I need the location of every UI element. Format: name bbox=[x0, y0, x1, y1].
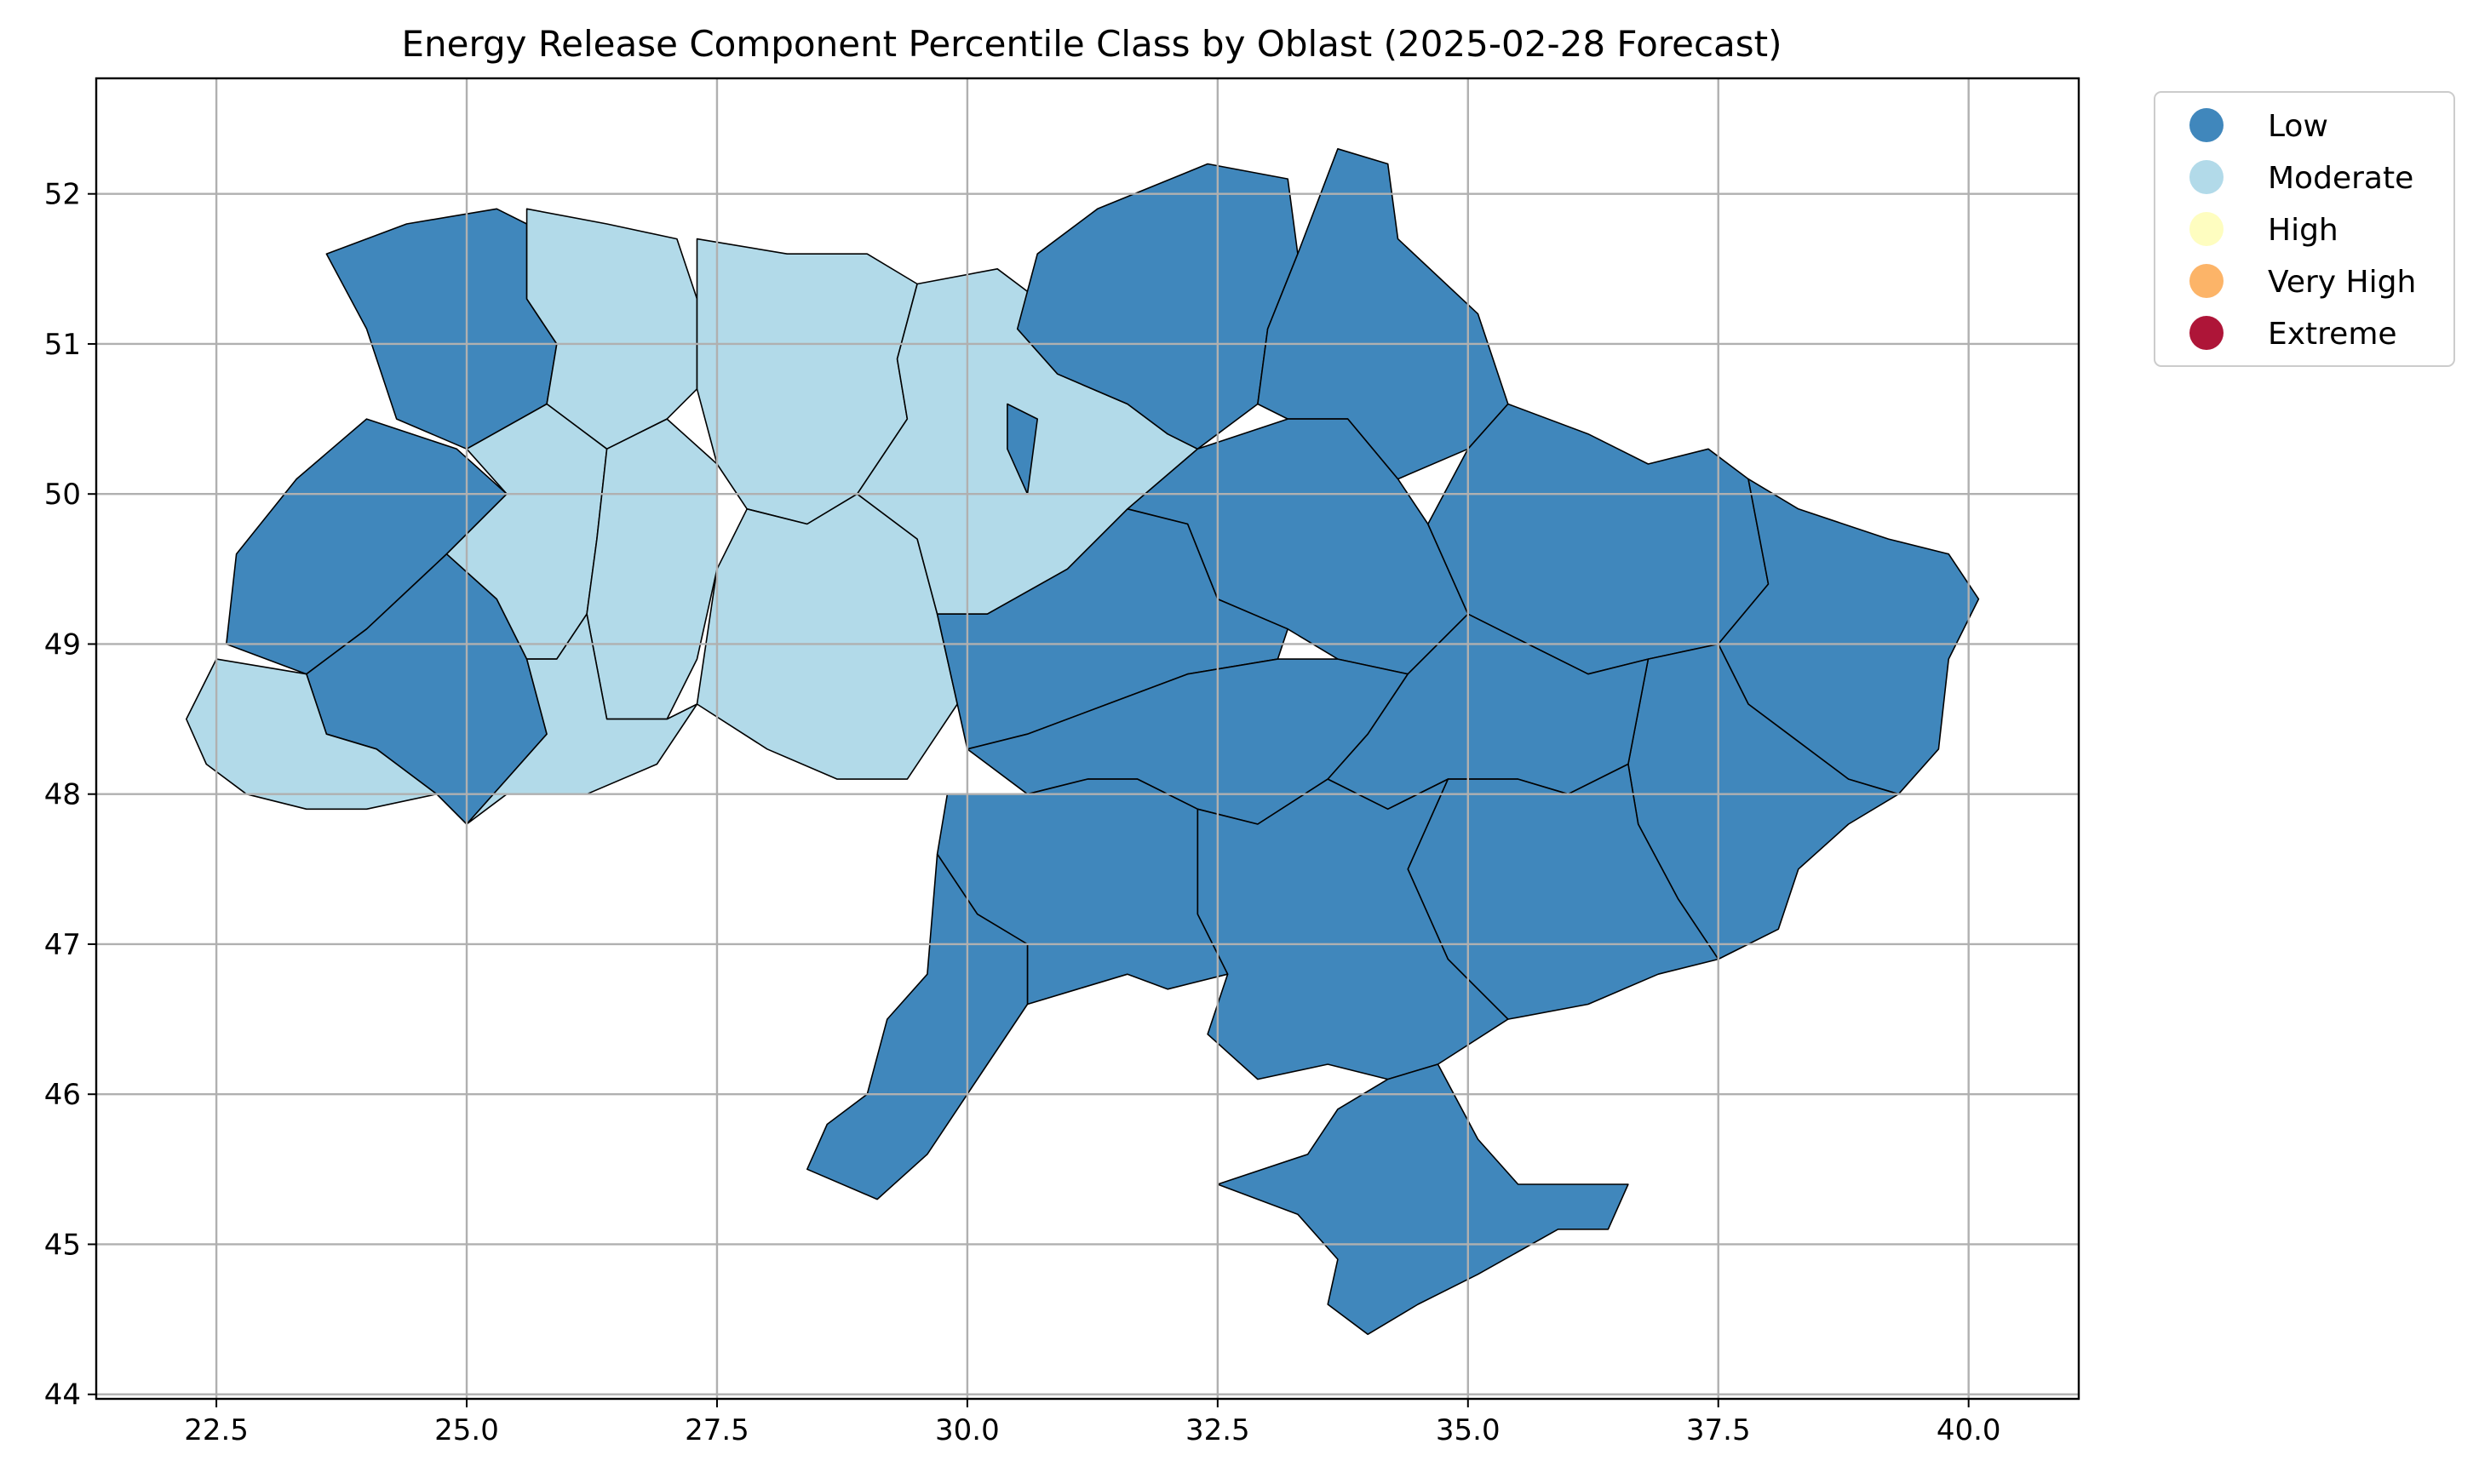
legend-label: Extreme bbox=[2268, 317, 2397, 352]
legend-frame bbox=[2154, 91, 2455, 367]
legend-label: Moderate bbox=[2268, 161, 2413, 196]
grid-layer bbox=[96, 78, 2079, 1399]
oblast-region bbox=[1217, 1063, 1629, 1335]
legend-marker bbox=[2189, 160, 2224, 194]
legend-marker bbox=[2189, 108, 2224, 142]
y-tick-label: 48 bbox=[44, 778, 81, 812]
legend-label: Very High bbox=[2268, 265, 2416, 300]
x-tick-label: 25.0 bbox=[434, 1413, 499, 1447]
y-tick-label: 50 bbox=[44, 478, 81, 512]
x-axis: 22.5 25.0 27.5 30.0 32.5 35.0 37.5 40.0 bbox=[184, 1399, 2001, 1447]
y-tick-label: 44 bbox=[44, 1378, 81, 1412]
y-axis: 44 45 46 47 48 49 50 51 52 bbox=[44, 178, 96, 1412]
x-tick-label: 40.0 bbox=[1937, 1413, 2001, 1447]
x-tick-label: 35.0 bbox=[1436, 1413, 1501, 1447]
plot-frame bbox=[95, 77, 2080, 1401]
y-tick-label: 52 bbox=[44, 178, 81, 212]
chart-title: Energy Release Component Percentile Clas… bbox=[401, 23, 1782, 65]
legend: Low Moderate High Very High Extreme bbox=[2154, 91, 2455, 367]
x-tick-label: 30.0 bbox=[935, 1413, 1000, 1447]
x-tick-label: 32.5 bbox=[1185, 1413, 1250, 1447]
y-tick-label: 45 bbox=[44, 1228, 81, 1262]
region-layer bbox=[186, 148, 1980, 1335]
legend-marker bbox=[2189, 212, 2224, 246]
legend-marker bbox=[2189, 316, 2224, 350]
oblast-region bbox=[466, 613, 698, 825]
x-tick-label: 27.5 bbox=[685, 1413, 749, 1447]
x-tick-label: 37.5 bbox=[1686, 1413, 1751, 1447]
y-tick-label: 51 bbox=[44, 328, 81, 362]
y-tick-label: 46 bbox=[44, 1078, 81, 1112]
y-tick-label: 49 bbox=[44, 627, 81, 662]
legend-marker bbox=[2189, 264, 2224, 298]
y-tick-label: 47 bbox=[44, 928, 81, 962]
legend-label: Low bbox=[2268, 109, 2328, 144]
legend-label: High bbox=[2268, 213, 2338, 248]
x-tick-label: 22.5 bbox=[184, 1413, 249, 1447]
